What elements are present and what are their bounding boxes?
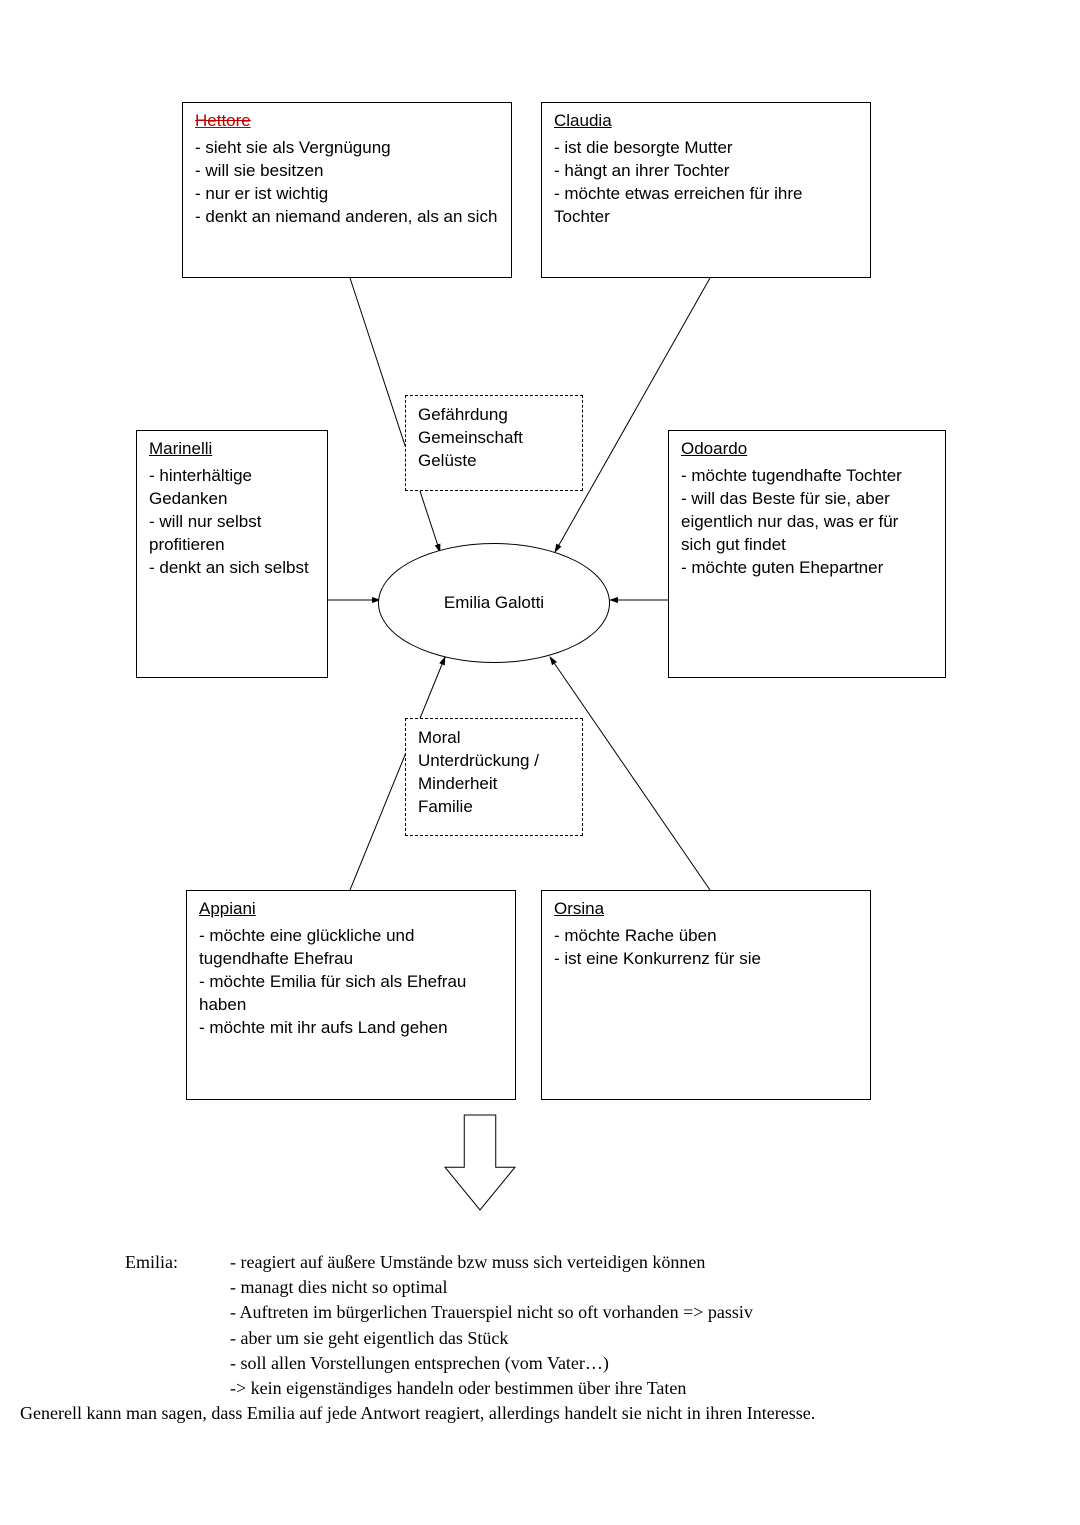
box-title: Hettore (195, 111, 499, 131)
summary-point: - reagiert auf äußere Umstände bzw muss … (230, 1250, 975, 1275)
box-title: Marinelli (149, 439, 315, 459)
point-line: - hinterhältige Gedanken (149, 465, 315, 511)
point-line: - möchte tugendhafte Tochter (681, 465, 933, 488)
point-line: - nur er ist wichtig (195, 183, 499, 206)
box-points: - möchte Rache üben- ist eine Konkurrenz… (554, 925, 858, 971)
point-line: - will das Beste für sie, aber eigentlic… (681, 488, 933, 557)
theme-line: Gemeinschaft (418, 427, 570, 450)
character-box-orsina: Orsina - möchte Rache üben- ist eine Kon… (541, 890, 871, 1100)
point-line: - denkt an sich selbst (149, 557, 315, 580)
character-box-marinelli: Marinelli - hinterhältige Gedanken- will… (136, 430, 328, 678)
point-line: - möchte Emilia für sich als Ehefrau hab… (199, 971, 503, 1017)
character-box-appiani: Appiani - möchte eine glückliche und tug… (186, 890, 516, 1100)
point-line: - ist eine Konkurrenz für sie (554, 948, 858, 971)
character-box-odoardo: Odoardo - möchte tugendhafte Tochter- wi… (668, 430, 946, 678)
summary-point: - managt dies nicht so optimal (230, 1275, 975, 1300)
center-node-emilia: Emilia Galotti (378, 543, 610, 663)
box-points: - ist die besorgte Mutter- hängt an ihre… (554, 137, 858, 229)
point-line: - möchte eine glückliche und tugendhafte… (199, 925, 503, 971)
theme-box-top: GefährdungGemeinschaftGelüste (405, 395, 583, 491)
summary-sentence: Generell kann man sagen, dass Emilia auf… (20, 1401, 975, 1426)
down-arrow-icon (445, 1115, 515, 1210)
summary-point: - aber um sie geht eigentlich das Stück (230, 1326, 975, 1351)
point-line: - hängt an ihrer Tochter (554, 160, 858, 183)
point-line: - ist die besorgte Mutter (554, 137, 858, 160)
box-points: - möchte eine glückliche und tugendhafte… (199, 925, 503, 1040)
character-box-claudia: Claudia - ist die besorgte Mutter- hängt… (541, 102, 871, 278)
box-points: - sieht sie als Vergnügung- will sie bes… (195, 137, 499, 229)
point-line: - möchte mit ihr aufs Land gehen (199, 1017, 503, 1040)
diagram-canvas: Emilia Galotti GefährdungGemeinschaftGel… (0, 0, 1080, 1525)
theme-line: Minderheit (418, 773, 570, 796)
summary-point: -> kein eigenständiges handeln oder best… (230, 1376, 975, 1401)
theme-line: Gefährdung (418, 404, 570, 427)
summary-points: - reagiert auf äußere Umstände bzw muss … (230, 1250, 975, 1401)
point-line: - will sie besitzen (195, 160, 499, 183)
summary-label: Emilia: (125, 1250, 230, 1401)
point-line: - möchte etwas erreichen für ihre Tochte… (554, 183, 858, 229)
theme-line: Moral (418, 727, 570, 750)
box-points: - möchte tugendhafte Tochter- will das B… (681, 465, 933, 580)
summary-point: - Auftreten im bürgerlichen Trauerspiel … (230, 1300, 975, 1325)
point-line: - denkt an niemand anderen, als an sich (195, 206, 499, 229)
point-line: - will nur selbst profitieren (149, 511, 315, 557)
theme-box-bottom: MoralUnterdrückung /MinderheitFamilie (405, 718, 583, 836)
theme-line: Gelüste (418, 450, 570, 473)
theme-line: Familie (418, 796, 570, 819)
summary-block: Emilia: - reagiert auf äußere Umstände b… (125, 1250, 975, 1426)
point-line: - möchte Rache üben (554, 925, 858, 948)
box-points: - hinterhältige Gedanken- will nur selbs… (149, 465, 315, 580)
box-title: Appiani (199, 899, 503, 919)
summary-point: - soll allen Vorstellungen entsprechen (… (230, 1351, 975, 1376)
box-title: Claudia (554, 111, 858, 131)
theme-line: Unterdrückung / (418, 750, 570, 773)
center-node-label: Emilia Galotti (444, 593, 544, 613)
character-box-hettore: Hettore - sieht sie als Vergnügung- will… (182, 102, 512, 278)
point-line: - möchte guten Ehepartner (681, 557, 933, 580)
box-title: Orsina (554, 899, 858, 919)
box-title: Odoardo (681, 439, 933, 459)
point-line: - sieht sie als Vergnügung (195, 137, 499, 160)
